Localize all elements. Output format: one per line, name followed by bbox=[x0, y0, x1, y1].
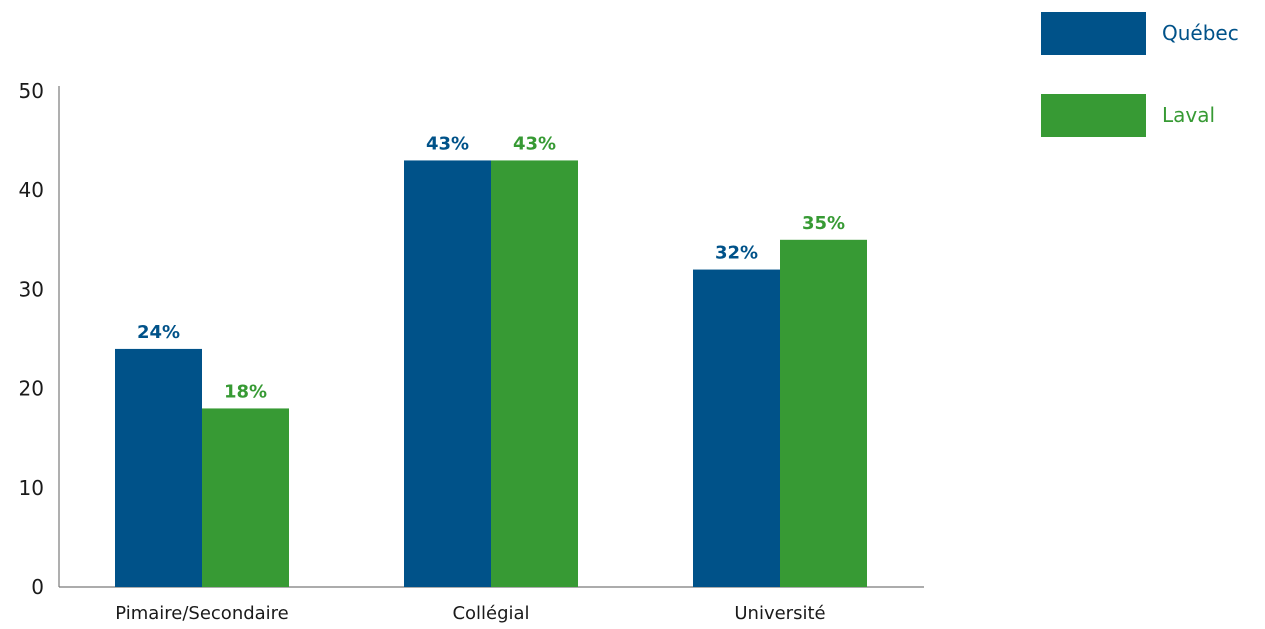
bar-quebec bbox=[115, 348, 202, 587]
y-tick-label: 20 bbox=[19, 377, 44, 401]
y-tick-label: 30 bbox=[19, 277, 44, 301]
bars bbox=[115, 160, 867, 588]
bar-laval bbox=[491, 160, 578, 587]
category-label: Université bbox=[734, 603, 825, 624]
category-labels: Pimaire/Secondaire Collégial Université bbox=[115, 603, 825, 624]
data-labels: 24% 18% 43% 43% 32% 35% bbox=[137, 133, 845, 402]
category-label: Pimaire/Secondaire bbox=[115, 603, 289, 624]
bar-quebec bbox=[404, 160, 491, 587]
legend: Québec Laval bbox=[1041, 12, 1239, 137]
data-label: 18% bbox=[224, 381, 267, 402]
y-tick-label: 50 bbox=[19, 79, 44, 103]
bar-laval bbox=[202, 408, 289, 587]
y-tick-label: 0 bbox=[31, 575, 44, 599]
y-tick-label: 10 bbox=[19, 476, 44, 500]
data-label: 43% bbox=[513, 133, 556, 154]
data-label: 24% bbox=[137, 322, 180, 343]
y-axis-ticks: 0 10 20 30 40 50 bbox=[19, 79, 44, 599]
data-label: 43% bbox=[426, 133, 469, 154]
legend-swatch bbox=[1041, 94, 1146, 137]
category-label: Collégial bbox=[452, 603, 529, 624]
bar-laval bbox=[780, 239, 867, 588]
bar-quebec bbox=[693, 269, 780, 587]
data-label: 32% bbox=[715, 243, 758, 264]
legend-label: Québec bbox=[1162, 21, 1239, 45]
y-tick-label: 40 bbox=[19, 178, 44, 202]
legend-label: Laval bbox=[1162, 103, 1215, 127]
legend-swatch bbox=[1041, 12, 1146, 55]
data-label: 35% bbox=[802, 213, 845, 234]
